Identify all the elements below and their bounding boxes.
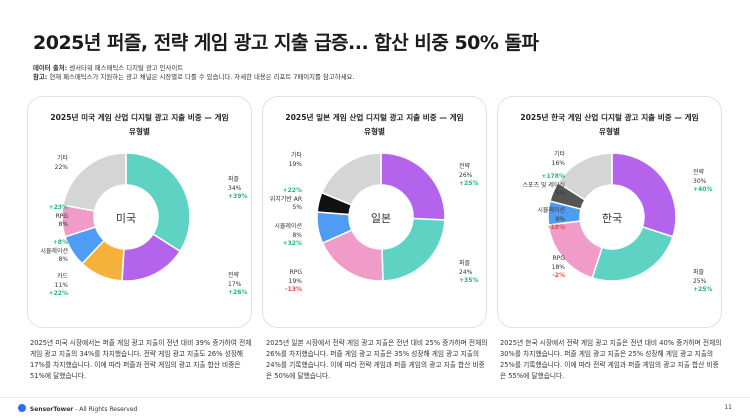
slice-value: 6%: [555, 215, 565, 223]
description-us: 2025년 미국 시장에서는 퍼즐 게임 광고 지출이 전년 대비 39% 증가…: [30, 339, 252, 380]
slice-label-puzzle: 퍼즐 24% +35%: [459, 260, 479, 284]
donut-slice: [611, 152, 677, 238]
slice-label-other: 기타 19%: [288, 152, 302, 168]
chart-title-japan: 2025년 일본 게임 산업 디지털 광고 지출 비중 — 게임 유형별: [285, 113, 464, 136]
donut-slice: [62, 152, 127, 212]
slice-value: 8%: [58, 221, 68, 228]
slice-label-strategy: 전략 30% +40%: [693, 169, 713, 193]
slice-value: 5%: [292, 204, 302, 211]
slice-label-other: 기타 16%: [551, 151, 565, 167]
slice-change: +178%: [541, 173, 565, 180]
footer-brand: SensorTower: [29, 406, 74, 413]
chart-title-us: 2025년 미국 게임 산업 디지털 광고 지출 비중 — 게임 유형별: [50, 113, 229, 136]
sensortower-logo-icon: [18, 404, 26, 412]
slice-label-other: 기타 22%: [54, 155, 68, 171]
page-title: 2025년 퍼즐, 전략 게임 광고 지출 급증... 합산 비중 50% 돌파: [33, 32, 539, 54]
slice-label-rpg: RPG 18% -2%: [551, 255, 565, 279]
page-number: 11: [724, 404, 732, 411]
slice-value: 34%: [228, 184, 242, 192]
description-korea: 2025년 한국 시장에서 전략 게임 광고 지출은 전년 대비 40% 증가하…: [500, 339, 722, 380]
slice-value: 18%: [551, 263, 565, 271]
center-label-japan: 일본: [370, 212, 392, 225]
donut-slice: [380, 152, 446, 221]
slice-value: 24%: [459, 268, 473, 276]
slice-label-simulation: 시뮬레이션 6% -18%: [537, 207, 565, 231]
donut-chart-japan: [316, 152, 446, 282]
donut-chart-korea: [547, 152, 677, 282]
slice-value: 19%: [288, 160, 302, 168]
slice-value: 16%: [551, 159, 565, 167]
slice-change: +8%: [52, 239, 68, 246]
center-label-korea: 한국: [601, 212, 623, 225]
description-japan: 2025년 일본 시장에서 전략 게임 광고 지출은 전년 대비 25% 증가하…: [266, 339, 488, 380]
slice-change: +35%: [459, 277, 479, 284]
slice-value: 8%: [58, 256, 68, 263]
slice-label-simulation: +8% 시뮬레이션 8%: [40, 239, 68, 263]
chart-card-japan: 2025년 일본 게임 산업 디지털 광고 지출 비중 — 게임 유형별 일본 …: [262, 96, 487, 328]
source-value: 센서타워 패스매틱스 디지털 광고 인사이트: [69, 64, 184, 72]
slice-change: -18%: [548, 224, 565, 231]
slice-change: -2%: [552, 272, 565, 279]
slice-value: 17%: [228, 280, 242, 288]
footer-rights: - All Rights Reserved: [75, 406, 138, 413]
chart-card-korea: 2025년 한국 게임 산업 디지털 광고 지출 비중 — 게임 유형별 한국 …: [497, 96, 722, 328]
note-value: 현재 패스매틱스가 지원하는 광고 채널은 시장별로 다를 수 있습니다. 자세…: [49, 73, 355, 81]
slice-change: +26%: [228, 289, 248, 296]
slice-value: 25%: [693, 277, 707, 285]
slice-change: +39%: [228, 193, 248, 200]
slice-label-rpg: RPG 19% -13%: [285, 269, 302, 293]
slice-label-puzzle: 퍼즐 25% +25%: [693, 269, 713, 293]
center-label-us: 미국: [115, 212, 137, 225]
slice-change: +23%: [48, 204, 68, 211]
slice-change: +40%: [693, 186, 713, 193]
slice-value: 30%: [693, 177, 707, 185]
slice-label-location-ar: +22% 위치기반 AR 5%: [269, 187, 302, 211]
slice-value: 11%: [54, 281, 68, 289]
donut-slice: [591, 225, 674, 282]
note-label: 참고:: [33, 73, 48, 81]
slice-value: 22%: [54, 163, 68, 171]
slice-change: +22%: [282, 187, 302, 194]
slice-label-rpg: +23% RPG 8%: [48, 204, 68, 228]
slice-label-strategy: 전략 26% +25%: [459, 163, 479, 187]
slice-value: 19%: [288, 277, 302, 285]
slice-change: -13%: [285, 286, 302, 293]
donut-chart-us: [61, 152, 191, 282]
footer-divider: [0, 397, 750, 398]
slice-label-simulation: 시뮬레이션 8% +32%: [274, 223, 302, 247]
slice-value: 26%: [459, 171, 473, 179]
donut-slice: [125, 152, 191, 253]
slice-label-puzzle: 퍼즐 34% +39%: [228, 176, 248, 200]
donut-slice: [556, 152, 613, 201]
slice-change: +22%: [48, 290, 68, 297]
donut-slice: [320, 152, 382, 206]
slice-value: 8%: [292, 231, 302, 239]
chart-card-us: 2025년 미국 게임 산업 디지털 광고 지출 비중 — 게임 유형별 미국 …: [27, 96, 252, 328]
footer: SensorTower - All Rights Reserved: [18, 404, 137, 413]
chart-title-korea: 2025년 한국 게임 산업 디지털 광고 지출 비중 — 게임 유형별: [520, 113, 699, 136]
source-notes: 데이터 출처: 센서타워 패스매틱스 디지털 광고 인사이트 참고: 현재 패스…: [33, 64, 354, 82]
slice-change: +32%: [282, 240, 302, 247]
source-label: 데이터 출처:: [33, 64, 68, 72]
slice-label-sports-racing: +178% 스포츠 및 레이싱 5%: [522, 173, 565, 197]
donut-slice: [381, 217, 446, 282]
slice-label-card: 카드 11% +22%: [48, 273, 68, 297]
slice-change: +25%: [693, 286, 713, 293]
slice-change: +25%: [459, 180, 479, 187]
slice-value: 5%: [555, 190, 565, 197]
slice-label-strategy: 전략 17% +26%: [228, 272, 248, 296]
